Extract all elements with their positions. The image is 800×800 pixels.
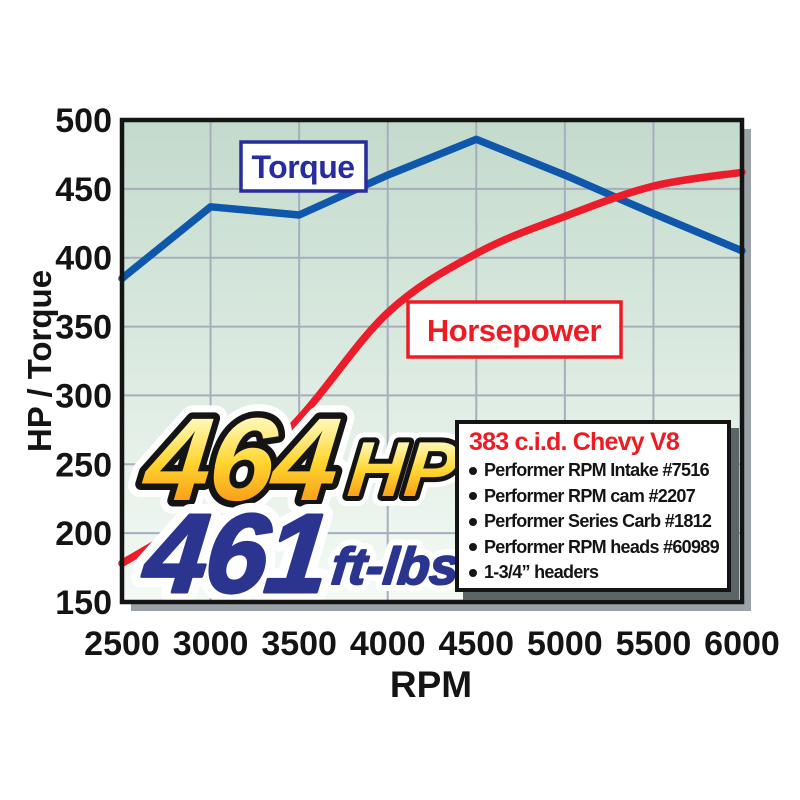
info-item-text: Performer RPM heads #60989 (484, 536, 720, 557)
info-item-text: Performer RPM Intake #7516 (484, 460, 710, 480)
y-tick-label: 400 (55, 240, 112, 278)
torque-label-rect (239, 140, 368, 193)
info-list-item: Performer RPM heads #60989 (469, 535, 720, 561)
info-list-item: Performer Series Carb #1812 (469, 509, 718, 535)
y-axis-title: HP / Torque (21, 270, 58, 452)
y-tick-labels: 150 200 250 300 350 400 450 500 (55, 102, 112, 622)
bullet-dot (469, 543, 477, 552)
y-tick-label: 150 (55, 584, 112, 622)
y-tick-label: 500 (55, 102, 112, 140)
x-tick-label: 3500 (261, 625, 337, 663)
y-tick-label: 350 (55, 309, 112, 347)
x-tick-label: 6000 (704, 625, 780, 663)
chart-frame (119, 117, 745, 605)
x-tick-label: 3000 (173, 625, 249, 663)
x-tick-label: 5500 (616, 625, 692, 663)
info-list-item: 1-3/4” headers (469, 560, 718, 586)
tq-value-text: 461 (137, 490, 333, 616)
info-box-list: Performer RPM Intake #7516 Performer RPM… (469, 458, 720, 586)
torque-label-box: Torque (239, 140, 368, 193)
hp-value-halo: 464 (137, 394, 344, 526)
y-tick-label: 250 (55, 446, 112, 484)
x-tick-label: 4500 (438, 625, 514, 663)
x-axis-title: RPM (390, 664, 472, 705)
bullet-dot (469, 492, 477, 501)
hp-unit-text: HP (344, 425, 462, 513)
y-tick-label: 300 (55, 377, 112, 415)
horsepower-label-box: Horsepower (406, 300, 623, 359)
horsepower-label-text: Horsepower (427, 313, 602, 348)
y-tick-label: 200 (55, 515, 112, 553)
x-tick-labels: 2500 3000 3500 4000 4500 5000 5500 6000 (84, 625, 780, 663)
y-tick-label: 450 (55, 171, 112, 209)
info-list-item: Performer RPM Intake #7516 (469, 458, 718, 484)
torque-annotation: 461 461 (126, 479, 344, 627)
hp-unit-annotation: HP HP HP (334, 415, 472, 523)
torque-label-text: Torque (251, 149, 354, 185)
x-tick-label: 5000 (527, 625, 603, 663)
info-item-text: Performer Series Carb #1812 (484, 511, 712, 531)
info-list-item: Performer RPM cam #2207 (469, 484, 718, 510)
info-item-text: Performer RPM cam #2207 (484, 485, 696, 506)
torque-unit-annotation: ft-lbs ft-lbs (322, 531, 469, 603)
bullet-dot (469, 568, 477, 577)
bullet-dot (469, 517, 477, 526)
tq-unit-halo: ft-lbs (329, 538, 462, 596)
x-tick-label: 2500 (84, 625, 160, 663)
bullet-dot (469, 466, 477, 475)
hp-value-outline: 464 (137, 394, 344, 526)
horsepower-label-rect (406, 300, 623, 359)
hp-annotation: 464 464 464 (124, 381, 358, 540)
info-box-title: 383 c.i.d. Chevy V8 (469, 428, 680, 456)
tq-unit-text: ft-lbs (329, 538, 462, 596)
torque-curve (118, 135, 746, 283)
horsepower-curve (118, 168, 746, 568)
hp-unit-halo: HP (344, 425, 462, 513)
spec-info-box: 383 c.i.d. Chevy V8 Performer RPM Intake… (455, 420, 731, 592)
hp-value-text: 464 (137, 394, 344, 526)
hp-unit-outline: HP (344, 425, 462, 513)
curves (118, 135, 746, 568)
x-tick-label: 4000 (350, 625, 426, 663)
info-item-text: 1-3/4” headers (484, 562, 599, 582)
